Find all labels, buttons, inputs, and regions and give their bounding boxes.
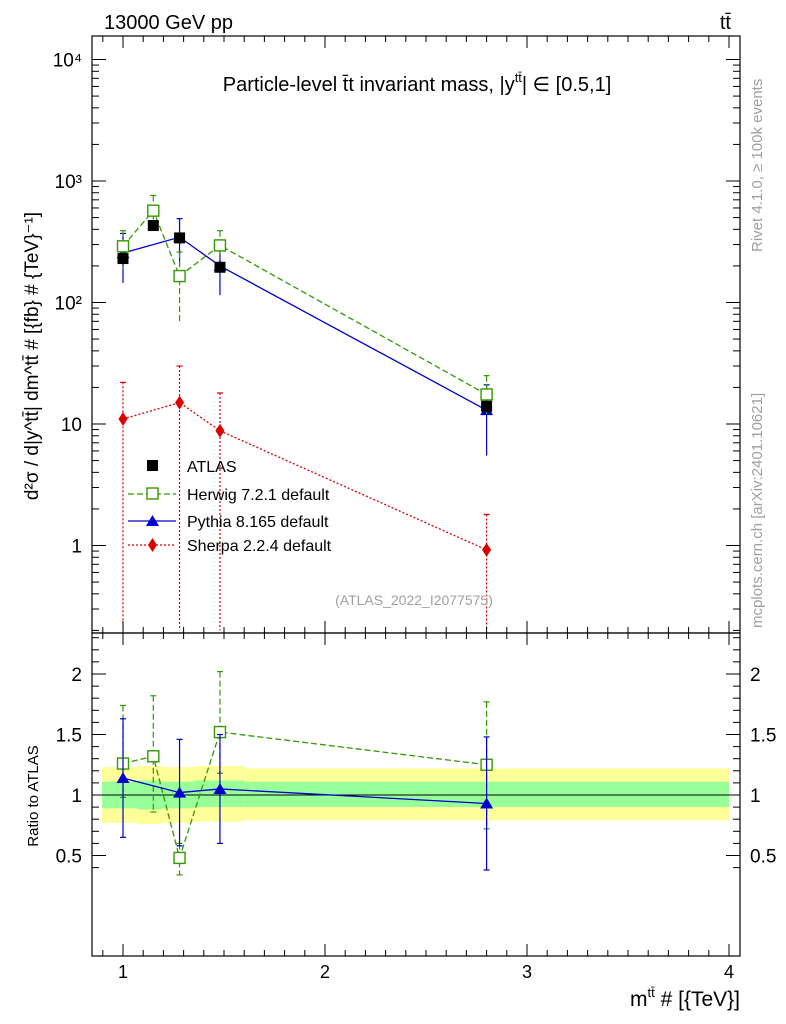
x-axis-label: mtt̄ # [{TeV}]	[630, 985, 740, 1011]
pythia-ratio-point	[173, 786, 187, 798]
header-collision-label: 13000 GeV pp	[104, 12, 233, 34]
x-tick-label: 4	[724, 962, 734, 982]
legend-marker-herwig	[146, 487, 159, 500]
pythia-ratio-point	[213, 782, 227, 794]
herwig-main-point	[116, 240, 130, 253]
legend-label-sherpa: Sherpa 2.2.4 default	[187, 538, 332, 555]
y-axis-label: d²σ / d|y^tt̄| dm^tt̄ # [{fb} # {TeV}⁻¹]	[22, 212, 43, 500]
atlas-main-point	[147, 220, 159, 232]
herwig-main-point	[173, 269, 186, 283]
herwig-ratio-point	[173, 851, 186, 865]
main-series-group	[116, 194, 494, 631]
y-tick-label: 1	[71, 537, 82, 558]
header-process-label: tt̄	[720, 12, 732, 34]
legend-marker-atlas	[147, 460, 158, 471]
atlas-main-point	[214, 261, 226, 273]
mcplots-label: mcplots.cern.ch [arXiv:2401.10621]	[749, 393, 766, 628]
legend-marker-pythia	[146, 515, 159, 526]
x-axis-label-tail: # [{TeV}]	[655, 988, 740, 1011]
ratio-tick-label-left: 0.5	[56, 847, 82, 868]
herwig-main-point	[213, 239, 227, 252]
plot-title-tail: | ∈ [0.5,1]	[522, 74, 611, 96]
legend: ATLAS Herwig 7.2.1 default Pythia 8.165 …	[128, 459, 332, 555]
ratio-axis-label: Ratio to ATLAS	[25, 745, 42, 846]
axis-ticks: 1 2 3 4 10⁴ 10³ 10² 10 1 2 2 1.5 1.5 1 1 0.5 0.5	[53, 36, 776, 982]
pythia-main-line	[122, 236, 487, 411]
sherpa-main-point	[175, 395, 185, 410]
pythia-ratio-line	[122, 777, 487, 805]
x-tick-label: 1	[118, 962, 128, 982]
plot-title-sup: tt̄	[515, 70, 523, 85]
sherpa-main-point	[118, 411, 128, 426]
legend-label-pythia: Pythia 8.165 default	[187, 514, 329, 531]
plot-title-main: Particle-level t̄t invariant mass, |y	[223, 74, 515, 96]
herwig-ratio-point	[147, 750, 160, 763]
plot-title: Particle-level t̄t invariant mass, |ytt̄…	[223, 70, 612, 96]
analysis-watermark: (ATLAS_2022_I2077575)	[335, 592, 493, 608]
atlas-main-point	[174, 232, 186, 244]
ratio-tick-label-right: 1.5	[750, 726, 776, 747]
ratio-tick-label-right: 2	[750, 665, 761, 686]
legend-label-herwig: Herwig 7.2.1 default	[187, 487, 330, 504]
x-axis-label-main: m	[630, 988, 648, 1011]
rivet-version-label: Rivet 4.1.0, ≥ 100k events	[749, 79, 766, 252]
ratio-tick-label-left: 2	[71, 665, 82, 686]
ratio-tick-label-right: 1	[750, 786, 761, 807]
atlas-main-point	[117, 253, 129, 265]
ratio-tick-label-left: 1.5	[56, 726, 82, 747]
pythia-ratio-point	[480, 797, 494, 809]
x-axis-label-sup: tt̄	[648, 985, 656, 1000]
sherpa-main-point	[215, 423, 225, 438]
ratio-series-group	[116, 670, 494, 876]
sherpa-main-line	[122, 401, 487, 551]
legend-marker-sherpa	[148, 538, 157, 552]
y-tick-label: 10	[61, 415, 82, 436]
y-tick-label: 10²	[55, 294, 82, 315]
y-tick-label: 10⁴	[53, 51, 82, 72]
pythia-ratio-point	[116, 772, 130, 784]
ratio-tick-label-right: 0.5	[750, 847, 776, 868]
herwig-main-point	[480, 388, 493, 401]
x-tick-label: 2	[320, 962, 330, 982]
herwig-main-point	[147, 204, 160, 217]
ratio-tick-label-left: 1	[71, 786, 82, 807]
legend-label-atlas: ATLAS	[187, 459, 237, 476]
x-tick-label: 3	[522, 962, 532, 982]
sherpa-main-point	[482, 542, 492, 557]
y-tick-label: 10³	[55, 172, 82, 193]
atlas-main-point	[481, 400, 493, 412]
